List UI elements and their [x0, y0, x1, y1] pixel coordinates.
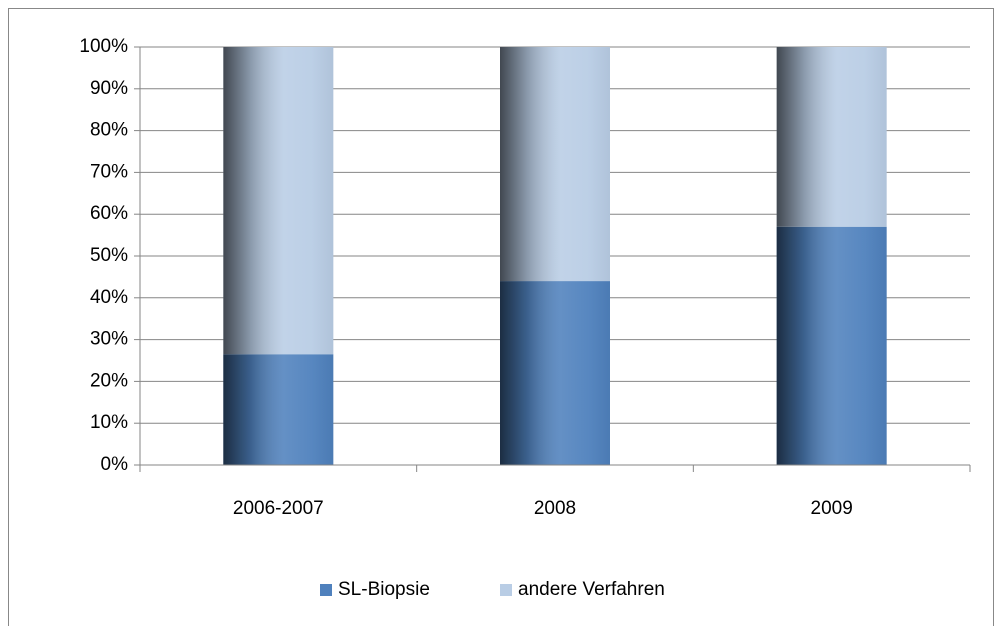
- legend-swatch: [320, 584, 332, 596]
- bar: [223, 47, 334, 355]
- y-tick-label: 40%: [90, 287, 128, 308]
- x-tick-label: 2009: [811, 498, 853, 519]
- y-tick-label: 10%: [90, 412, 128, 433]
- y-tick-label: 60%: [90, 203, 128, 224]
- y-tick-label: 20%: [90, 370, 128, 391]
- y-tick-label: 100%: [79, 36, 128, 57]
- bar: [500, 47, 610, 282]
- bar: [500, 281, 610, 465]
- legend-label: andere Verfahren: [518, 579, 665, 600]
- y-tick-label: 90%: [90, 78, 128, 99]
- bar: [776, 47, 887, 227]
- x-tick-label: 2006-2007: [233, 498, 324, 519]
- legend-label: SL-Biopsie: [338, 579, 430, 600]
- legend-swatch: [500, 584, 512, 596]
- bar: [223, 354, 334, 465]
- bar: [776, 226, 887, 465]
- y-tick-label: 80%: [90, 120, 128, 141]
- y-tick-label: 70%: [90, 161, 128, 182]
- y-tick-label: 0%: [101, 454, 129, 475]
- y-tick-label: 50%: [90, 245, 128, 266]
- x-tick-label: 2008: [534, 498, 576, 519]
- y-tick-label: 30%: [90, 329, 128, 350]
